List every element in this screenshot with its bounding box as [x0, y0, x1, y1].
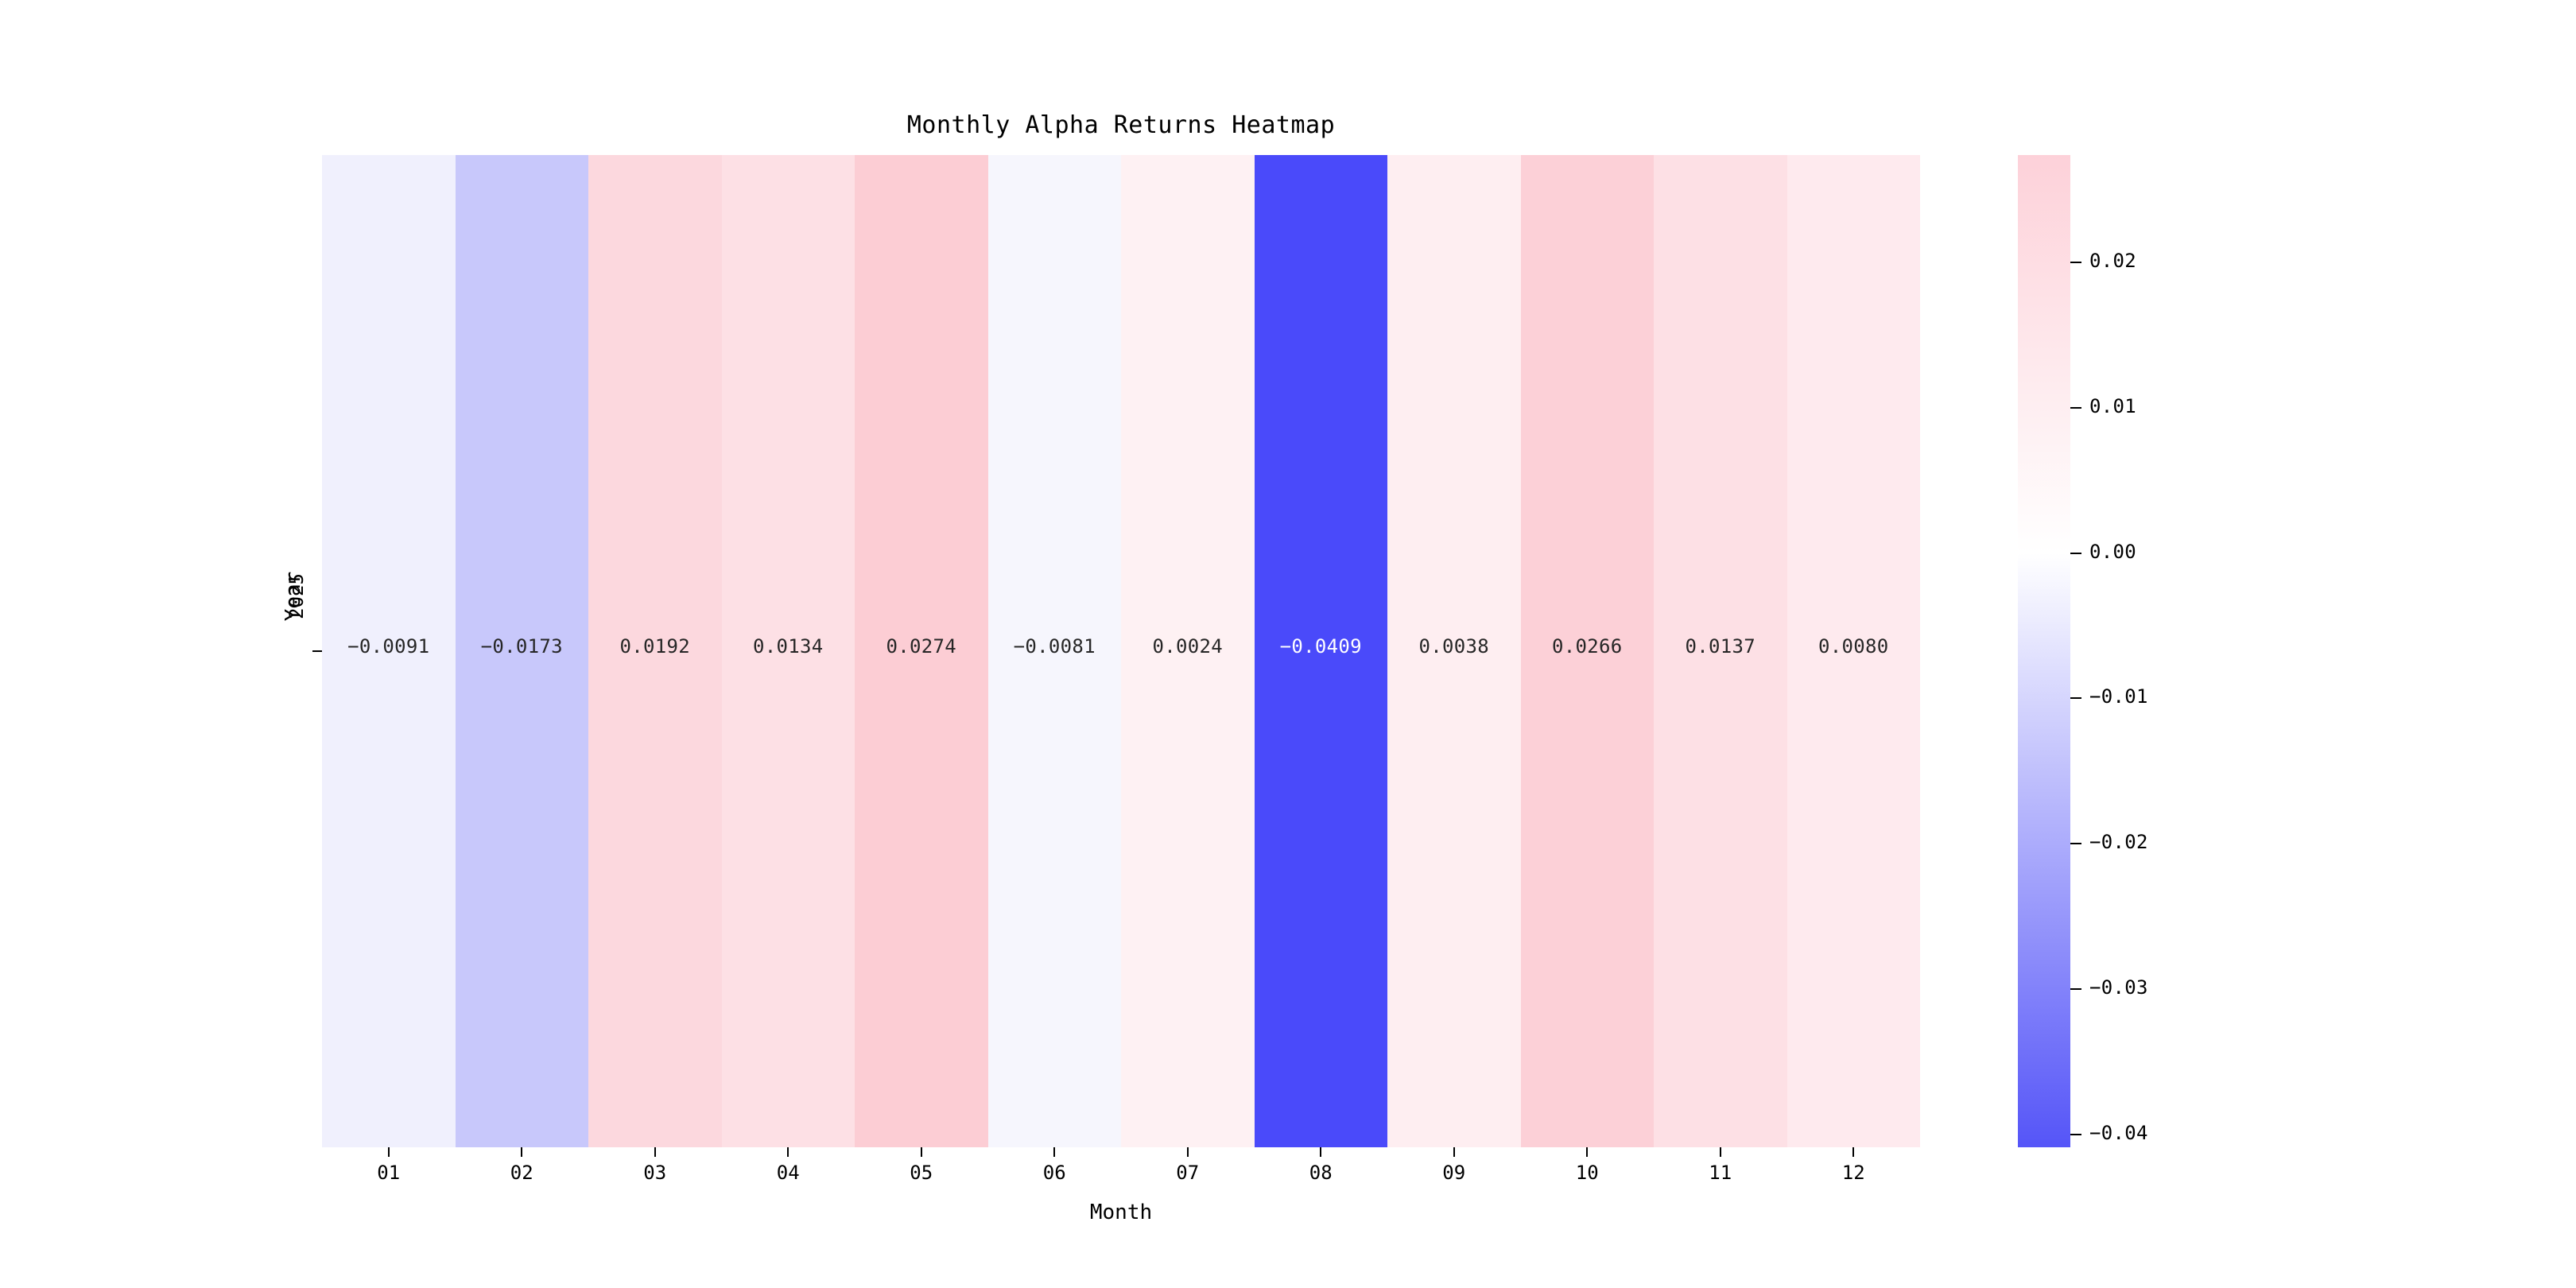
heatmap-cell[interactable]: 0.0274 [855, 155, 988, 1147]
x-axis-tick: 04 [722, 1147, 855, 1195]
x-axis-tick: 03 [588, 1147, 722, 1195]
colorbar-tick-label: −0.02 [2089, 831, 2148, 854]
x-axis-tick-label: 08 [1309, 1162, 1333, 1184]
x-axis-tick-mark [1852, 1147, 1855, 1157]
colorbar-tick-mark [2070, 843, 2081, 845]
x-axis-tick: 02 [456, 1147, 589, 1195]
x-axis-tick-mark [654, 1147, 656, 1157]
heatmap-cell-value: −0.0173 [480, 635, 563, 658]
heatmap-cell-value: 0.0038 [1418, 635, 1489, 658]
x-axis-tick-label: 11 [1709, 1162, 1732, 1184]
heatmap-cell[interactable]: −0.0409 [1254, 155, 1387, 1147]
x-axis-tick-label: 03 [643, 1162, 667, 1184]
x-axis-label: Month [1089, 1201, 1153, 1224]
heatmap-cell[interactable]: 0.0080 [1787, 155, 1920, 1147]
heatmap-cell-value: 0.0137 [1685, 635, 1755, 658]
x-axis-tick-mark [1186, 1147, 1189, 1157]
x-axis-tick-label: 12 [1841, 1162, 1865, 1184]
heatmap-cell-value: 0.0024 [1152, 635, 1223, 658]
heatmap-cell[interactable]: 0.0038 [1387, 155, 1521, 1147]
colorbar-tick-label: 0.01 [2089, 394, 2136, 417]
colorbar-tick-mark [2070, 552, 2081, 554]
x-axis-tick-label: 09 [1442, 1162, 1466, 1184]
colorbar-tick-mark [2070, 697, 2081, 700]
x-axis-tick-label: 05 [910, 1162, 933, 1184]
colorbar-tick-label: 0.02 [2089, 250, 2136, 273]
heatmap-cell[interactable]: 0.0266 [1520, 155, 1654, 1147]
colorbar-tick-mark [2070, 262, 2081, 264]
heatmap-cell[interactable]: −0.0091 [322, 155, 456, 1147]
x-axis-tick: 07 [1121, 1147, 1255, 1195]
heatmap-cell[interactable]: −0.0081 [987, 155, 1121, 1147]
heatmap-cell-value: 0.0134 [753, 635, 824, 658]
heatmap-cell[interactable]: 0.0024 [1121, 155, 1255, 1147]
x-axis-tick: 01 [322, 1147, 456, 1195]
x-axis-tick-label: 02 [510, 1162, 533, 1184]
heatmap-cell[interactable]: 0.0137 [1654, 155, 1787, 1147]
x-axis-tick-label: 06 [1042, 1162, 1066, 1184]
colorbar-tick-label: −0.03 [2089, 976, 2148, 999]
heatmap-cell[interactable]: 0.0134 [721, 155, 855, 1147]
colorbar-tick-mark [2070, 987, 2081, 990]
heatmap-grid: −0.0091 −0.0173 0.0192 0.0134 0.0274 −0.0081 0… [322, 155, 1920, 1147]
heatmap-cell-value: −0.0081 [1013, 635, 1096, 658]
y-axis-tick-label-2025: 2025 [285, 573, 308, 619]
x-axis-tick: 06 [988, 1147, 1122, 1195]
x-axis-tick: 08 [1255, 1147, 1388, 1195]
x-axis-ticks: 01 02 03 04 05 06 07 08 09 10 11 12 [322, 1147, 1920, 1195]
colorbar-tick-label: 0.00 [2089, 540, 2136, 563]
x-axis-tick-mark [1320, 1147, 1322, 1157]
x-axis-tick-mark [387, 1147, 390, 1157]
heatmap-cell-value: 0.0274 [886, 635, 956, 658]
x-axis-tick-mark [1053, 1147, 1056, 1157]
heatmap-cell-value: −0.0091 [347, 635, 430, 658]
heatmap-cell-value: 0.0192 [619, 635, 690, 658]
chart-title: Monthly Alpha Returns Heatmap [906, 111, 1336, 139]
x-axis-tick: 09 [1387, 1147, 1521, 1195]
x-axis-tick-mark [787, 1147, 789, 1157]
x-axis-tick-mark [1719, 1147, 1721, 1157]
colorbar-tick-mark [2070, 406, 2081, 409]
colorbar-tick-label: −0.04 [2089, 1121, 2148, 1144]
x-axis-tick-label: 01 [377, 1162, 401, 1184]
x-axis-tick-label: 04 [776, 1162, 800, 1184]
x-axis-tick: 12 [1787, 1147, 1921, 1195]
x-axis-tick: 10 [1521, 1147, 1655, 1195]
heatmap-cell-value: 0.0266 [1552, 635, 1623, 658]
x-axis-tick-label: 07 [1176, 1162, 1200, 1184]
heatmap-cell[interactable]: −0.0173 [455, 155, 588, 1147]
colorbar-tick-mark [2070, 1133, 2081, 1135]
colorbar-gradient [2018, 155, 2070, 1147]
y-axis-tick-mark [312, 650, 322, 652]
x-axis-tick: 11 [1654, 1147, 1787, 1195]
heatmap-cell[interactable]: 0.0192 [588, 155, 722, 1147]
colorbar: 0.02 0.01 0.00 −0.01 −0.02 −0.03 −0.04 [2018, 155, 2147, 1147]
x-axis-tick-mark [1586, 1147, 1589, 1157]
heatmap-cell-value: −0.0409 [1279, 635, 1362, 658]
x-axis-tick-mark [920, 1147, 922, 1157]
heatmap-cell-value: 0.0080 [1818, 635, 1889, 658]
colorbar-tick-label: −0.01 [2089, 685, 2148, 708]
x-axis-tick: 05 [855, 1147, 988, 1195]
x-axis-tick-label: 10 [1575, 1162, 1599, 1184]
x-axis-tick-mark [521, 1147, 523, 1157]
x-axis-tick-mark [1453, 1147, 1455, 1157]
